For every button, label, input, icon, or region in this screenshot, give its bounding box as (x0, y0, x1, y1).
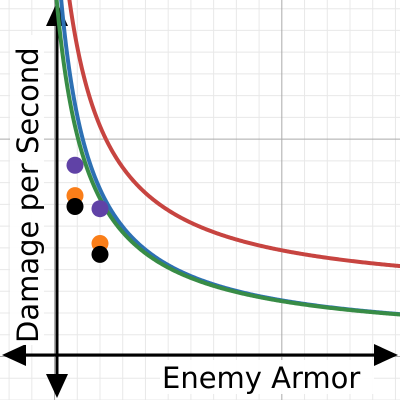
data-point-5[interactable] (66, 198, 84, 216)
data-point-6[interactable] (91, 245, 109, 263)
x-axis-label-group: Enemy Armor (160, 360, 374, 395)
x-axis-left-arrow (2, 344, 26, 366)
x-axis-right-arrow (374, 344, 398, 366)
data-point-1[interactable] (66, 156, 84, 174)
y-axis-bottom-arrow (46, 374, 68, 398)
data-points (66, 156, 109, 263)
series-curve-1 (67, 0, 400, 269)
y-axis-label-group: Damage per Second (10, 35, 45, 345)
y-axis-label-background (10, 35, 44, 345)
x-axis-label: Enemy Armor (162, 361, 360, 395)
y-axis-label: Damage per Second (11, 47, 45, 343)
data-point-2[interactable] (91, 200, 109, 218)
x-axis (2, 344, 398, 366)
x-axis-label-background (160, 360, 374, 394)
